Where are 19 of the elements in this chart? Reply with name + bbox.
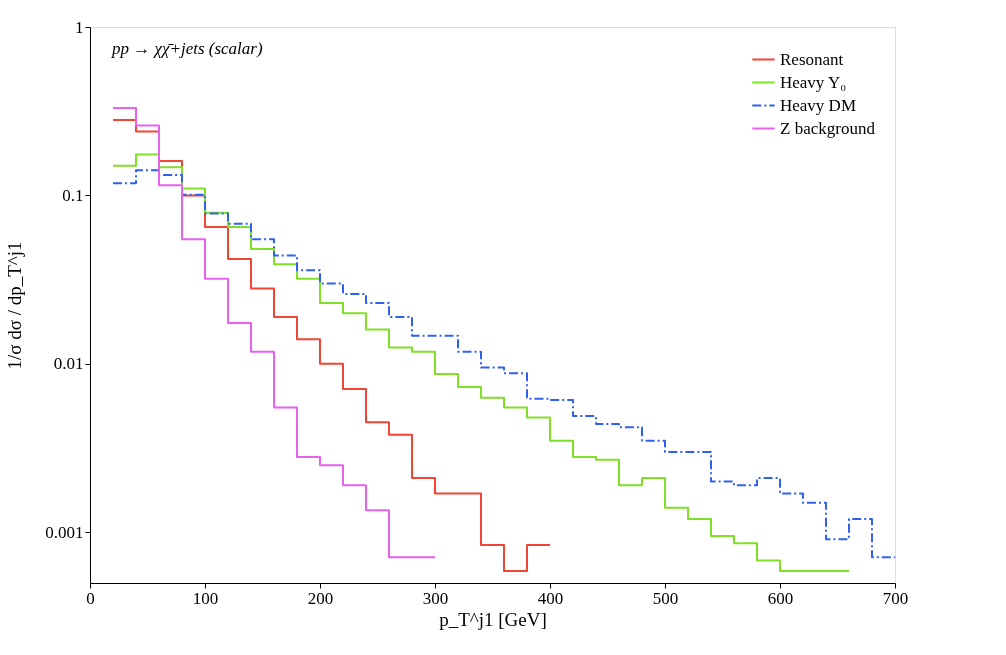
x-tick-label: 400 <box>537 588 564 608</box>
y-axis-title: 1/σ dσ / dp_T^j1 <box>4 241 26 370</box>
x-tick-label: 300 <box>422 588 449 608</box>
annotation: pp → χχ̄+jets (scalar) <box>111 39 263 58</box>
x-axis-title: p_T^j1 [GeV] <box>439 608 547 630</box>
y-tick-label: 0.01 <box>53 354 84 374</box>
x-tick-label: 500 <box>652 588 679 608</box>
x-tick-label: 200 <box>307 588 334 608</box>
legend-label: Resonant <box>780 49 844 69</box>
y-tick-label: 0.001 <box>45 522 84 542</box>
x-tick-label: 700 <box>882 588 909 608</box>
y-tick-label: 1 <box>75 17 84 37</box>
x-tick-label: 0 <box>86 588 95 608</box>
legend-label: Heavy DM <box>780 95 857 115</box>
legend-label: Z background <box>780 118 876 138</box>
y-tick-label: 0.1 <box>62 185 84 205</box>
x-tick-label: 100 <box>192 588 219 608</box>
x-tick-label: 600 <box>767 588 794 608</box>
legend-label: Heavy Y₀ <box>780 72 847 92</box>
